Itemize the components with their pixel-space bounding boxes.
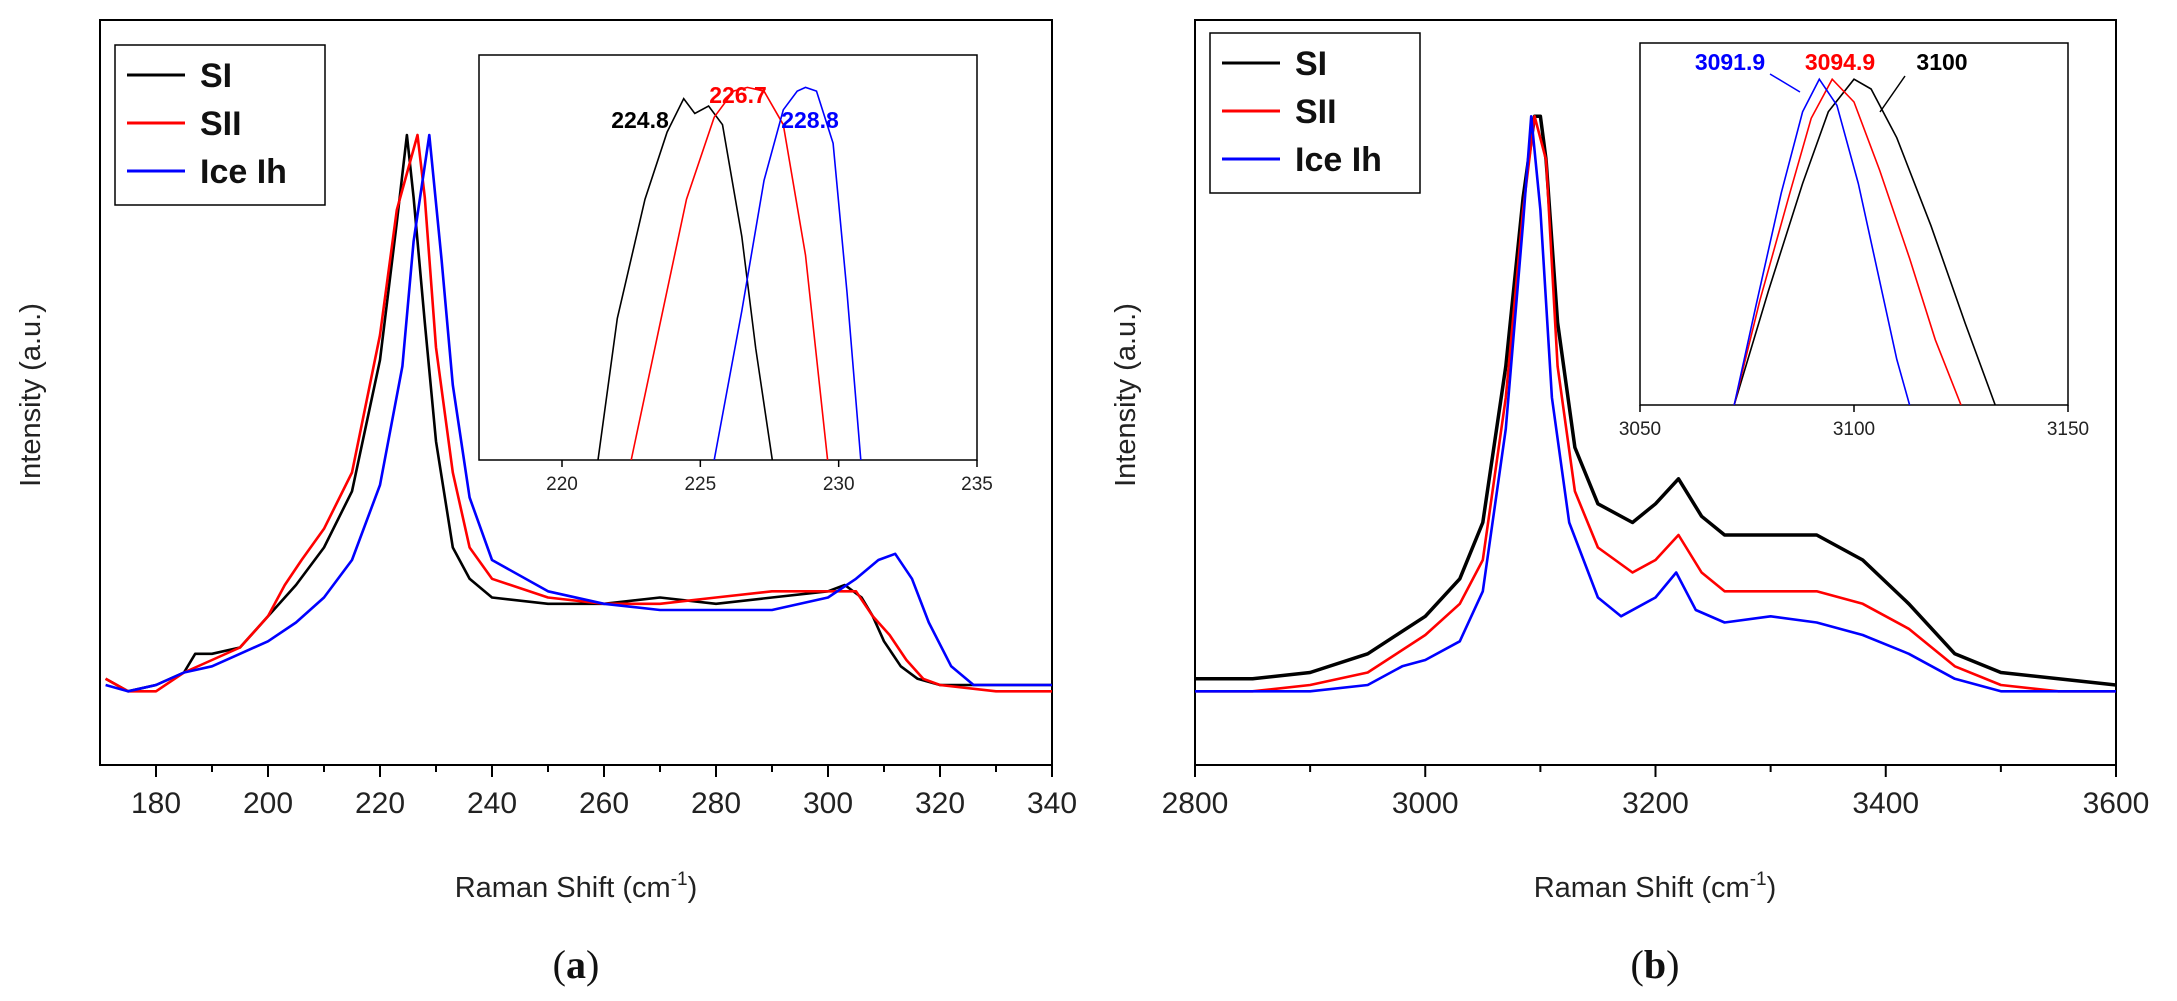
caption-open: (	[1631, 942, 1644, 987]
inset-series-group	[1733, 77, 1996, 405]
panel-caption: (b)	[1631, 942, 1680, 987]
legend-label: Ice Ih	[200, 153, 287, 191]
legend-label: SII	[200, 105, 242, 143]
peak-annotation: 3091.9	[1695, 49, 1765, 75]
legend-box	[114, 44, 326, 206]
peak-annotation: 3094.9	[1805, 49, 1875, 75]
x-tick-label: 260	[579, 787, 629, 820]
x-tick-label: 280	[691, 787, 741, 820]
x-tick-label: 180	[131, 787, 181, 820]
x-tick-label: 240	[467, 787, 517, 820]
x-tick-label: 200	[243, 787, 293, 820]
caption-open: (	[553, 942, 566, 987]
x-tick-label: 3000	[1392, 787, 1459, 820]
caption-letter: b	[1644, 942, 1666, 987]
peak-annotation: 226.7	[709, 82, 767, 108]
y-axis-label: Intensity (a.u.)	[1110, 303, 1142, 487]
legend: SI SII Ice Ih	[114, 44, 326, 206]
inset-line-sii	[630, 86, 829, 460]
inset-series-group	[597, 86, 862, 460]
inset-tick-label: 235	[961, 474, 993, 495]
series-line-si	[104, 133, 1052, 693]
inset-frame	[1639, 42, 2069, 406]
annotation-leader	[1879, 75, 1906, 113]
x-axis-label-main: Raman Shift (cm	[455, 872, 671, 904]
legend: SI SII Ice Ih	[1209, 32, 1421, 194]
inset-line-ice-ih	[713, 86, 862, 460]
x-axis-label-sup: -1	[671, 869, 688, 890]
y-axis-label: Intensity (a.u.)	[15, 303, 47, 487]
x-tick-label: 300	[803, 787, 853, 820]
x-tick-label: 2800	[1162, 787, 1229, 820]
caption-close: )	[586, 942, 599, 987]
inset-line-ice-ih	[1733, 77, 1911, 405]
chart-panel-b: 2800 3000 3200 3400 3600 Raman Shift (cm-1) In…	[1110, 19, 2150, 987]
inset-tick-label: 3050	[1619, 419, 1661, 440]
x-tick-label: 340	[1027, 787, 1077, 820]
annotation-leader	[1769, 73, 1801, 93]
x-tick-label: 3600	[2083, 787, 2150, 820]
x-axis-label: Raman Shift (cm-1)	[1534, 869, 1777, 904]
inset-chart: 220 225 230 235 224.8 226.7 228.8	[478, 54, 993, 495]
chart-panel-a: 180 200 220 240 260 280 300 320 340 Raman Shift (…	[15, 19, 1077, 987]
x-tick-label: 3400	[1852, 787, 1919, 820]
x-tick-label: 220	[355, 787, 405, 820]
inset-tick-label: 220	[546, 474, 578, 495]
panel-caption: (a)	[553, 942, 600, 987]
inset-tick-label: 225	[684, 474, 716, 495]
x-axis-label-sup: -1	[1750, 869, 1767, 890]
series-line-si	[1195, 114, 2116, 687]
inset-line-si	[597, 97, 774, 460]
inset-tick-label: 230	[823, 474, 855, 495]
peak-annotation: 224.8	[611, 107, 669, 133]
x-tick-label: 320	[915, 787, 965, 820]
inset-frame	[478, 54, 978, 461]
legend-label: SII	[1295, 93, 1337, 131]
inset-tick-label: 3100	[1833, 419, 1875, 440]
x-axis-label-main: Raman Shift (cm	[1534, 872, 1750, 904]
series-line-ice-ih	[105, 133, 1052, 693]
x-axis-label-close: )	[1767, 872, 1777, 904]
inset-line-si	[1733, 78, 1996, 405]
x-axis-label: Raman Shift (cm-1)	[455, 869, 698, 904]
series-line-sii	[104, 133, 1052, 693]
caption-close: )	[1666, 942, 1679, 987]
x-axis-label-close: )	[688, 872, 698, 904]
x-tick-label: 3200	[1622, 787, 1689, 820]
series-line-sii	[1195, 115, 2116, 693]
plot-frame	[99, 19, 1053, 766]
caption-letter: a	[566, 942, 586, 987]
inset-line-sii	[1733, 77, 1962, 405]
series-group	[1195, 114, 2116, 693]
peak-annotation: 228.8	[781, 107, 839, 133]
legend-label: Ice Ih	[1295, 141, 1382, 179]
peak-annotation: 3100	[1916, 49, 1967, 75]
legend-label: SI	[1295, 45, 1327, 83]
inset-tick-label: 3150	[2047, 419, 2089, 440]
series-line-ice-ih	[1195, 115, 2116, 693]
inset-chart: 3050 3100 3150 3091.9 3094.9 3100	[1619, 42, 2089, 440]
legend-label: SI	[200, 57, 232, 95]
series-group	[104, 133, 1052, 693]
legend-box	[1209, 32, 1421, 194]
